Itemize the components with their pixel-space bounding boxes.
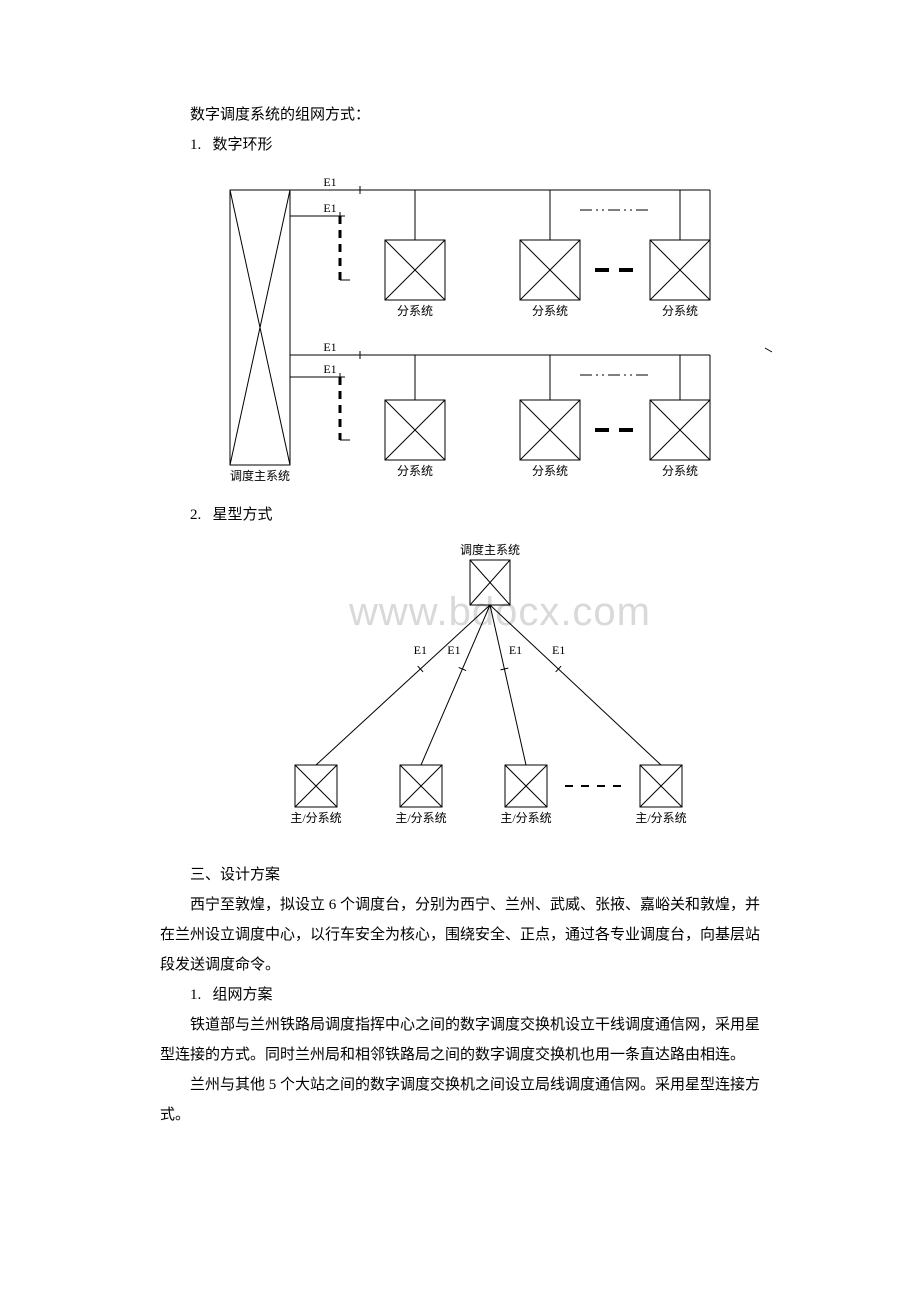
- list-item-1: 1. 数字环形: [160, 130, 760, 160]
- diagram-ring-topology: 调度主系统E1E1分系统分系统分系统E1E1分系统分系统分系统: [220, 170, 780, 490]
- item-label: 星型方式: [213, 507, 273, 523]
- svg-text:E1: E1: [447, 643, 460, 657]
- item-label: 组网方案: [213, 987, 273, 1003]
- svg-text:主/分系统: 主/分系统: [500, 811, 551, 825]
- item-number: 1.: [190, 137, 201, 153]
- svg-text:分系统: 分系统: [662, 304, 698, 318]
- paragraph-2: 铁道部与兰州铁路局调度指挥中心之间的数字调度交换机设立干线调度通信网，采用星型连…: [160, 1010, 760, 1070]
- svg-text:E1: E1: [509, 643, 522, 657]
- svg-text:分系统: 分系统: [397, 464, 433, 478]
- diagram-star-topology: www.bdocx.com 调度主系统E1主/分系统E1主/分系统E1主/分系统…: [260, 540, 740, 850]
- svg-text:E1: E1: [323, 340, 336, 354]
- svg-text:主/分系统: 主/分系统: [635, 811, 686, 825]
- svg-text:分系统: 分系统: [397, 304, 433, 318]
- document-page: 数字调度系统的组网方式： 1. 数字环形 调度主系统E1E1分系统分系统分系统E…: [0, 0, 920, 1190]
- svg-text:主/分系统: 主/分系统: [290, 811, 341, 825]
- list-item-3: 1. 组网方案: [160, 980, 760, 1010]
- item-number: 2.: [190, 507, 201, 523]
- svg-text:分系统: 分系统: [532, 304, 568, 318]
- item-number: 1.: [190, 987, 201, 1003]
- section-heading: 三、设计方案: [160, 860, 760, 890]
- list-item-2: 2. 星型方式: [160, 500, 760, 530]
- svg-text:调度主系统: 调度主系统: [230, 468, 290, 483]
- svg-text:E1: E1: [323, 201, 336, 215]
- paragraph-1: 西宁至敦煌，拟设立 6 个调度台，分别为西宁、兰州、武威、张掖、嘉峪关和敦煌，并…: [160, 890, 760, 980]
- svg-text:主/分系统: 主/分系统: [395, 811, 446, 825]
- svg-text:分系统: 分系统: [532, 464, 568, 478]
- svg-text:分系统: 分系统: [662, 464, 698, 478]
- ring-topology-svg: 调度主系统E1E1分系统分系统分系统E1E1分系统分系统分系统: [220, 170, 780, 490]
- svg-text:E1: E1: [323, 175, 336, 189]
- paragraph-3: 兰州与其他 5 个大站之间的数字调度交换机之间设立局线调度通信网。采用星型连接方…: [160, 1070, 760, 1130]
- svg-text:E1: E1: [323, 362, 336, 376]
- svg-text:E1: E1: [414, 643, 427, 657]
- intro-text: 数字调度系统的组网方式：: [160, 100, 760, 130]
- item-label: 数字环形: [213, 137, 273, 153]
- star-topology-svg: 调度主系统 E1 主/分系统 E1 主/分系统 E1 主/分系统 E1 主/分系统: [260, 540, 740, 850]
- svg-text:E1: E1: [552, 643, 565, 657]
- svg-text:调度主系统: 调度主系统: [460, 542, 520, 557]
